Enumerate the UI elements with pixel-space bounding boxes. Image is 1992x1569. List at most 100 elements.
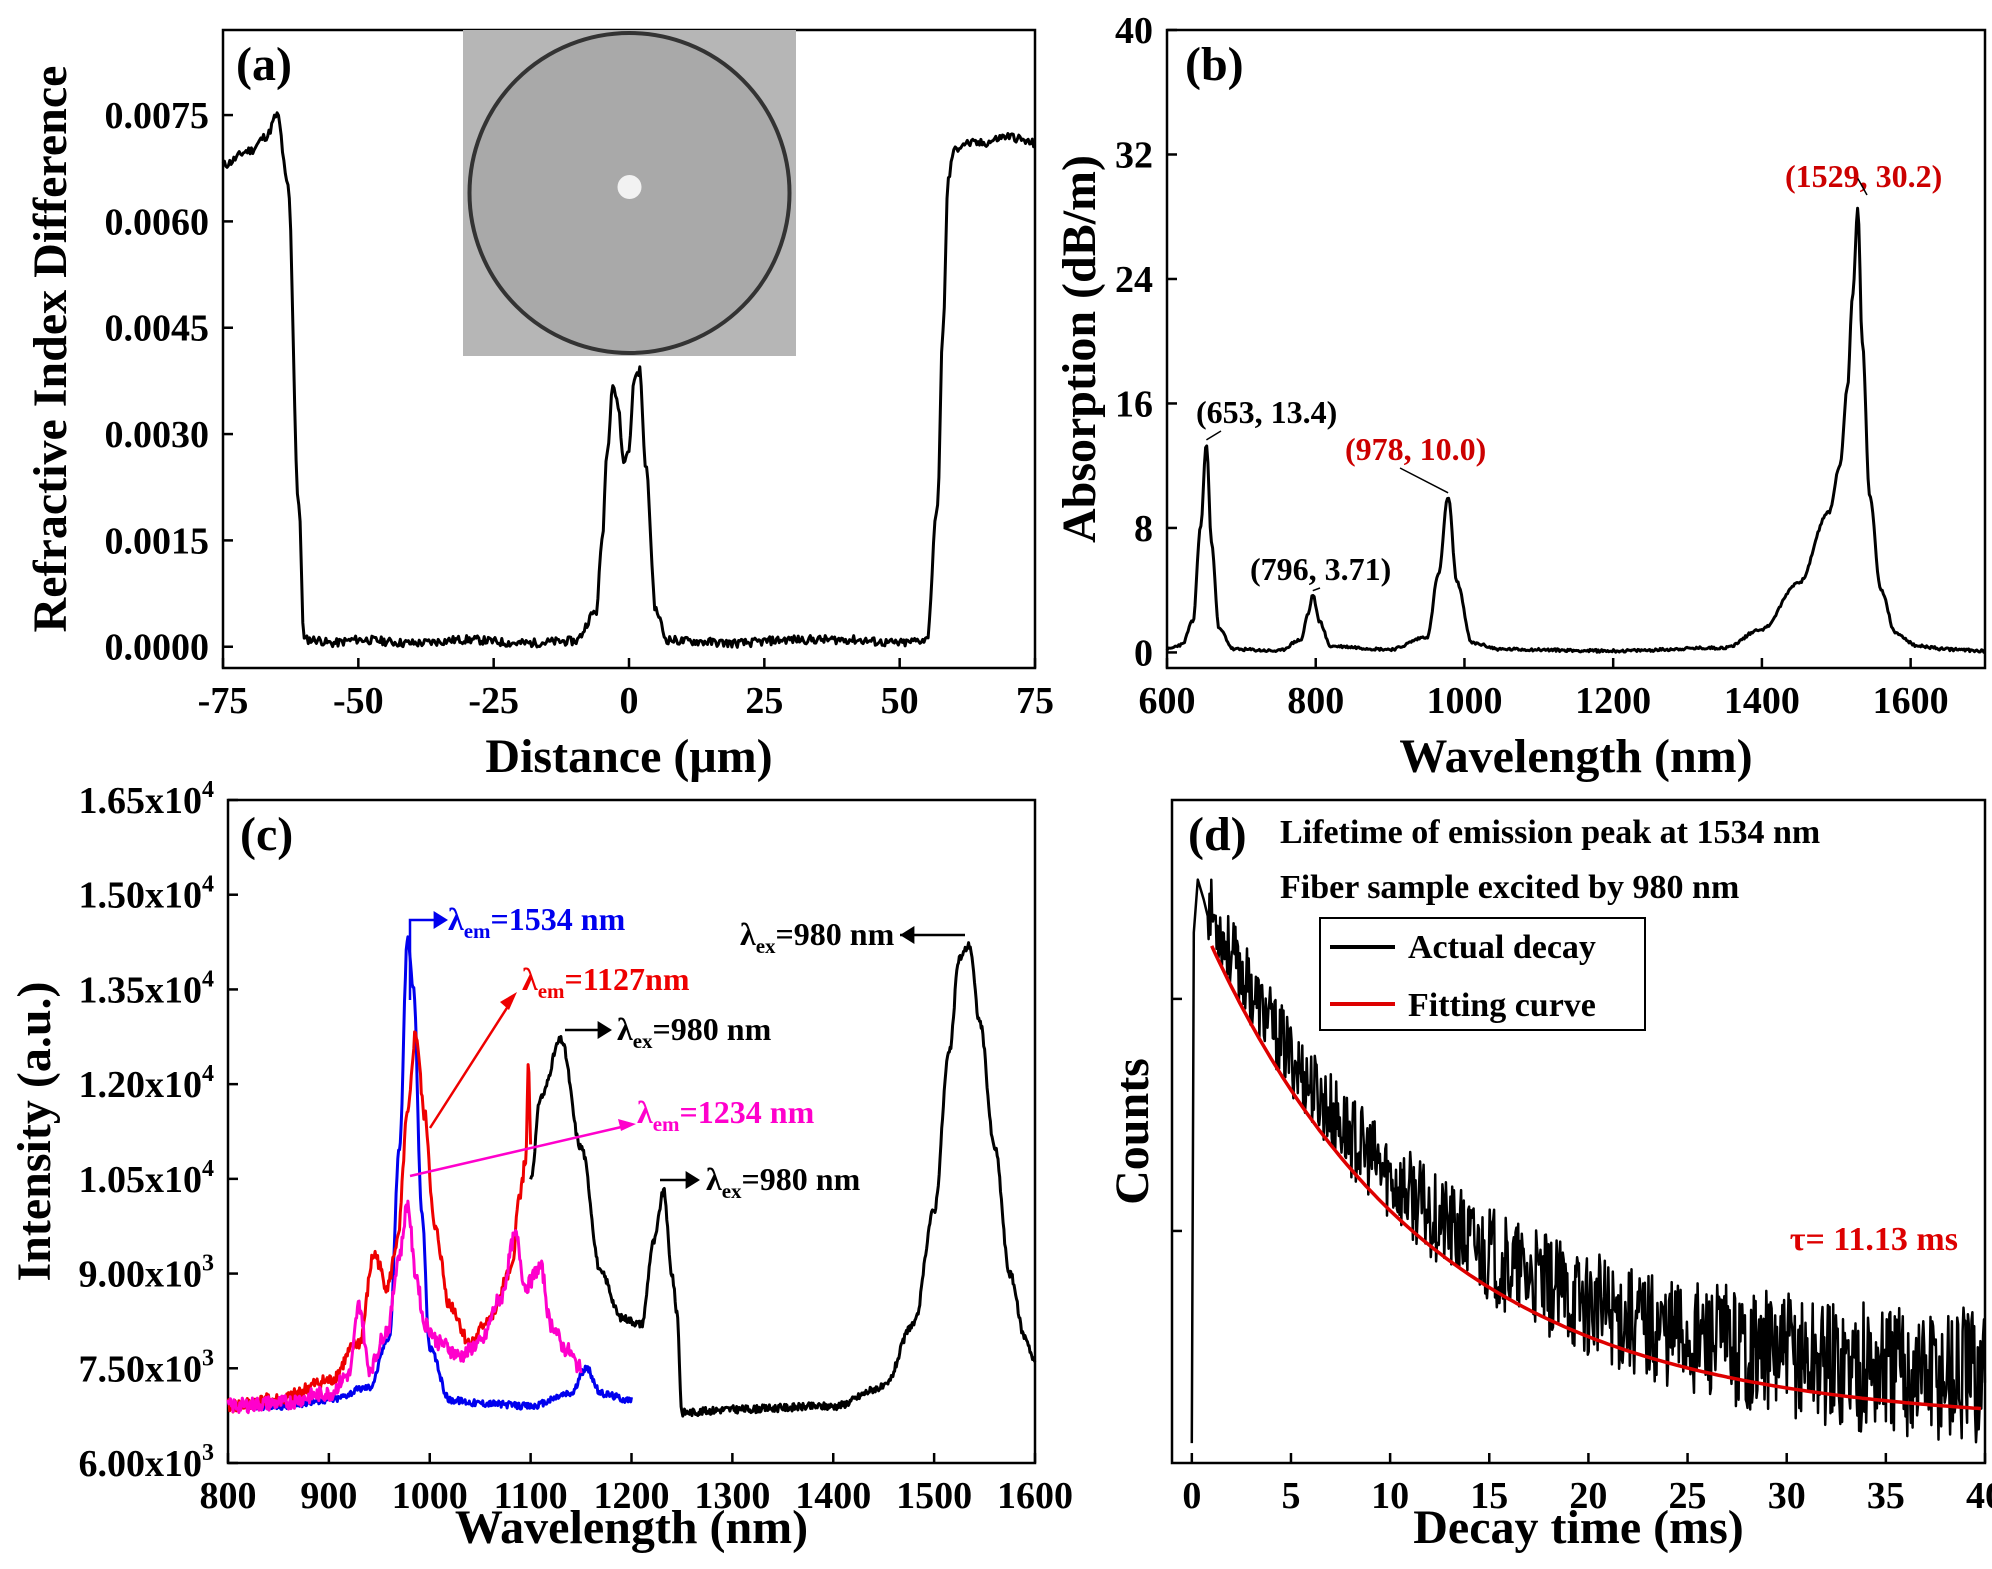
panel-a-xlabel: Distance (μm) xyxy=(485,730,772,783)
panel-a-label: (a) xyxy=(236,38,292,91)
panel-a-xtick-label-4: 25 xyxy=(745,680,783,722)
panel-a-xtick-label-6: 75 xyxy=(1016,680,1054,722)
panel-c-annotation-ex-1534: λex=980 nm xyxy=(740,916,895,958)
panel-c-xtick-label-3: 1100 xyxy=(494,1475,568,1517)
panel-d-frame xyxy=(1170,798,1987,1465)
panel-a-ytick-label-4: 0.0060 xyxy=(105,201,210,243)
panel-c-arrow-em-1234 xyxy=(409,1123,631,1178)
panel-b-xtick-label-1: 800 xyxy=(1287,680,1344,722)
panel-b-label: (b) xyxy=(1185,38,1244,91)
panel-c-xtick-label-4: 1200 xyxy=(594,1475,670,1517)
panel-b-xtick-label-4: 1400 xyxy=(1724,680,1800,722)
panel-a-xtick-label-2: -25 xyxy=(468,680,519,722)
panel-c-xlabel: Wavelength (nm) xyxy=(455,1501,808,1554)
panel-b-ytick-label-0: 0 xyxy=(1134,632,1153,674)
panel-d-legend-entry-fit: Fitting curve xyxy=(1408,987,1596,1024)
panel-c-arrowhead-em-1234 xyxy=(618,1119,636,1131)
panel-d-actual-decay-line xyxy=(1190,878,1987,1444)
panel-b-xlabel: Wavelength (nm) xyxy=(1399,730,1752,783)
panel-b-frame xyxy=(1165,28,1987,670)
panel-c-arrowhead-em-1534 xyxy=(433,911,448,929)
panel-b-ytick-label-2: 16 xyxy=(1115,383,1153,425)
panel-b-xtick-label-0: 600 xyxy=(1139,680,1196,722)
panel-d-xtick-label-0: 0 xyxy=(1182,1475,1201,1517)
panel-d-legend: Actual decay Fitting curve xyxy=(1319,917,1646,1031)
panel-b-annotation-1: (796, 3.71) xyxy=(1250,551,1391,587)
panel-a-profile-line xyxy=(221,111,1037,649)
panel-d-xtick-label-5: 25 xyxy=(1669,1475,1707,1517)
panel-c-xtick-label-8: 1600 xyxy=(997,1475,1073,1517)
panel-c-label: (c) xyxy=(240,808,293,861)
panel-b-ytick-label-3: 24 xyxy=(1115,259,1153,301)
panel-c-ytick-label-1: 7.50x103 xyxy=(79,1345,215,1390)
panel-c-annotation-em-1534: λem=1534 nm xyxy=(448,901,626,943)
panel-d-tau-label: τ= 11.13 ms xyxy=(1790,1221,1958,1258)
panel-d-text-line-1: Fiber sample excited by 980 nm xyxy=(1280,869,1739,906)
panel-c-ytick-label-6: 1.50x104 xyxy=(79,872,215,917)
panel-a-xtick-label-3: 0 xyxy=(620,680,639,722)
panel-d-xlabel: Decay time (ms) xyxy=(1413,1501,1744,1554)
panel-c-ylabel: Intensity (a.u.) xyxy=(8,981,61,1281)
panel-c-ytick-label-5: 1.35x104 xyxy=(79,966,215,1011)
panel-a-xtick-label-5: 50 xyxy=(881,680,919,722)
panel-d-text-line-0: Lifetime of emission peak at 1534 nm xyxy=(1280,814,1820,851)
panel-c-arrowhead-ex-1127 xyxy=(597,1021,612,1039)
panel-b-leader-0 xyxy=(1206,430,1222,441)
panel-c-ytick-label-4: 1.20x104 xyxy=(79,1061,215,1106)
panel-c-ytick-label-3: 1.05x104 xyxy=(79,1156,215,1201)
panel-c-xtick-label-0: 800 xyxy=(200,1475,257,1517)
panel-c-annotation-ex-1127: λex=980 nm xyxy=(617,1011,772,1053)
panel-d-xtick-label-7: 35 xyxy=(1867,1475,1905,1517)
panel-b-ytick-label-1: 8 xyxy=(1134,508,1153,550)
panel-c-xtick-label-5: 1300 xyxy=(694,1475,770,1517)
panel-a-ylabel: Refractive Index Difference xyxy=(24,66,77,633)
panel-c-ytick-label-2: 9.00x103 xyxy=(79,1251,215,1296)
panel-c-series-magenta xyxy=(226,1199,583,1415)
panel-a-ytick-label-0: 0.0000 xyxy=(105,627,210,669)
panel-c-xtick-label-1: 900 xyxy=(300,1475,357,1517)
panel-b-annotation-2: (978, 10.0) xyxy=(1345,431,1486,467)
panel-c-arrow-em-1127 xyxy=(428,999,514,1129)
panel-d-fitting-curve xyxy=(1210,945,1982,1411)
panel-c-arrowhead-ex-1234 xyxy=(685,1171,700,1189)
panel-b-xtick-label-3: 1200 xyxy=(1575,680,1651,722)
panel-a-ytick-label-3: 0.0045 xyxy=(105,308,210,350)
panel-d-xtick-label-6: 30 xyxy=(1768,1475,1806,1517)
panel-b-ytick-label-4: 32 xyxy=(1115,134,1153,176)
panel-c-series-black xyxy=(529,941,1037,1418)
panel-c-annotation-ex-1234: λex=980 nm xyxy=(706,1161,861,1203)
panel-a-inset-fiber-core xyxy=(617,175,642,199)
panel-d-xtick-label-1: 5 xyxy=(1281,1475,1300,1517)
panel-a-ytick-label-1: 0.0015 xyxy=(105,520,210,562)
panel-c-annotation-em-1127: λem=1127nm xyxy=(522,961,690,1003)
panel-a-xtick-label-0: -75 xyxy=(198,680,249,722)
panel-d-xtick-label-4: 20 xyxy=(1569,1475,1607,1517)
panel-d-xtick-label-2: 10 xyxy=(1371,1475,1409,1517)
panel-c-annotation-em-1234: λem=1234 nm xyxy=(637,1094,815,1136)
panel-b-annotation-0: (653, 13.4) xyxy=(1196,394,1337,430)
panel-c-arrowhead-ex-1534 xyxy=(900,926,915,944)
panel-c-xtick-label-2: 1000 xyxy=(392,1475,468,1517)
panel-c-ytick-label-7: 1.65x104 xyxy=(79,777,215,822)
panel-a-ytick-label-2: 0.0030 xyxy=(105,414,210,456)
panel-d-xtick-label-8: 40 xyxy=(1966,1475,1992,1517)
panel-b-leader-2 xyxy=(1399,467,1449,494)
panel-a-xtick-label-1: -50 xyxy=(333,680,384,722)
panel-d-xtick-label-3: 15 xyxy=(1470,1475,1508,1517)
panel-b-ylabel: Absorption (dB/m) xyxy=(1053,155,1106,543)
panel-c-frame xyxy=(226,798,1037,1465)
panel-c-arrow-em-1534 xyxy=(408,918,440,1000)
panel-a-ytick-label-5: 0.0075 xyxy=(105,95,210,137)
panel-c-xtick-label-6: 1400 xyxy=(795,1475,871,1517)
panel-b-ytick-label-5: 40 xyxy=(1115,10,1153,52)
panel-d-legend-entry-actual: Actual decay xyxy=(1408,929,1596,966)
panel-d-legend-box xyxy=(1319,917,1646,1031)
panel-b-absorption-line xyxy=(1165,206,1986,654)
panel-d-label: (d) xyxy=(1188,808,1247,861)
panel-b-leader-3 xyxy=(1857,178,1868,196)
panel-c-arrowhead-em-1127 xyxy=(500,992,517,1010)
panel-b-xtick-label-2: 1000 xyxy=(1426,680,1502,722)
panel-b-leader-1 xyxy=(1312,587,1321,592)
panel-d-ylabel: Counts xyxy=(1106,1058,1159,1205)
